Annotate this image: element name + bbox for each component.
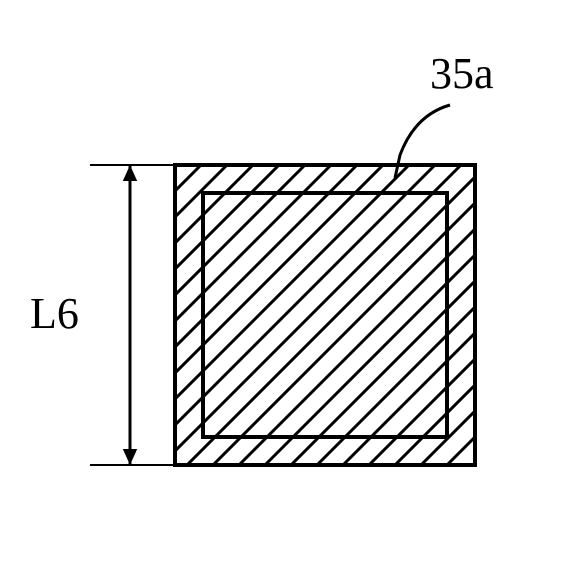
dimension-label: L6	[30, 288, 79, 339]
callout-label: 35a	[430, 48, 494, 99]
